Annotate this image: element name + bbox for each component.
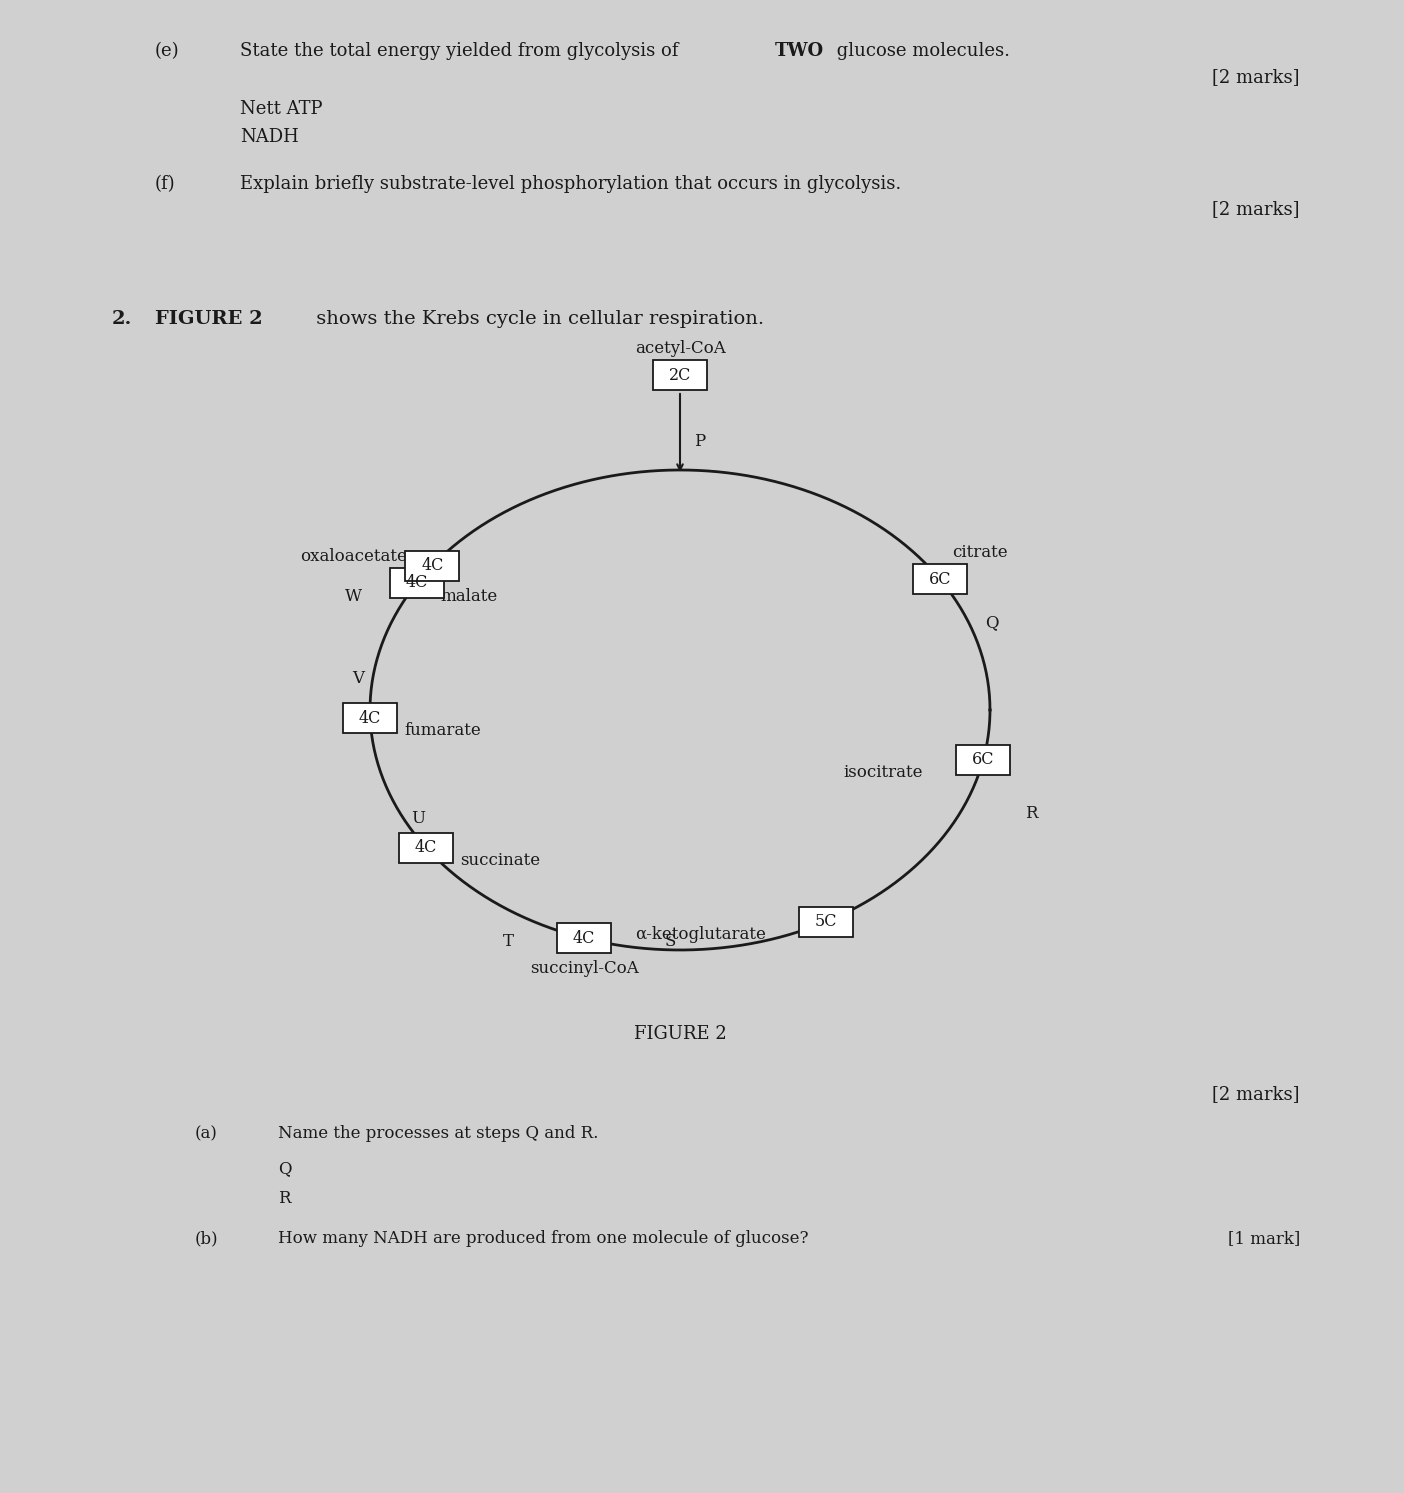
Text: 2.: 2.	[112, 311, 132, 328]
Text: How many NADH are produced from one molecule of glucose?: How many NADH are produced from one mole…	[278, 1230, 809, 1247]
Text: Q: Q	[986, 614, 998, 632]
Text: S: S	[664, 933, 675, 950]
Text: 4C: 4C	[421, 557, 444, 575]
FancyBboxPatch shape	[406, 551, 459, 581]
FancyBboxPatch shape	[557, 923, 611, 953]
Text: T: T	[503, 933, 514, 950]
Text: R: R	[278, 1190, 291, 1206]
Text: U: U	[411, 809, 425, 827]
Text: Q: Q	[278, 1160, 292, 1176]
Text: fumarate: fumarate	[404, 723, 482, 739]
Text: glucose molecules.: glucose molecules.	[831, 42, 1009, 60]
Text: 4C: 4C	[573, 930, 595, 947]
Text: (e): (e)	[154, 42, 180, 60]
FancyBboxPatch shape	[799, 906, 852, 938]
Text: 5C: 5C	[814, 914, 837, 930]
Text: [1 mark]: [1 mark]	[1227, 1230, 1300, 1247]
FancyBboxPatch shape	[913, 564, 967, 594]
Text: (b): (b)	[195, 1230, 219, 1247]
Text: V: V	[352, 670, 364, 687]
FancyBboxPatch shape	[956, 745, 1011, 775]
Text: FIGURE 2: FIGURE 2	[633, 1026, 726, 1044]
Text: (a): (a)	[195, 1126, 218, 1142]
Text: isocitrate: isocitrate	[844, 764, 924, 781]
Text: succinyl-CoA: succinyl-CoA	[529, 960, 639, 978]
Text: R: R	[1025, 805, 1038, 823]
Text: Nett ATP: Nett ATP	[240, 100, 323, 118]
FancyBboxPatch shape	[343, 703, 397, 733]
Text: NADH: NADH	[240, 128, 299, 146]
Text: 2C: 2C	[668, 366, 691, 384]
Text: 6C: 6C	[928, 570, 952, 588]
Text: shows the Krebs cycle in cellular respiration.: shows the Krebs cycle in cellular respir…	[310, 311, 764, 328]
Text: W: W	[345, 588, 362, 605]
Text: oxaloacetate: oxaloacetate	[300, 548, 407, 564]
Text: 4C: 4C	[359, 709, 382, 727]
Text: α-ketoglutarate: α-ketoglutarate	[635, 926, 765, 944]
Text: [2 marks]: [2 marks]	[1213, 1085, 1300, 1103]
Text: [2 marks]: [2 marks]	[1213, 69, 1300, 87]
Text: malate: malate	[441, 588, 497, 605]
Text: Explain briefly substrate-level phosphorylation that occurs in glycolysis.: Explain briefly substrate-level phosphor…	[240, 175, 901, 193]
Text: succinate: succinate	[461, 851, 541, 869]
Text: citrate: citrate	[952, 545, 1008, 561]
FancyBboxPatch shape	[653, 360, 708, 390]
Text: State the total energy yielded from glycolysis of: State the total energy yielded from glyc…	[240, 42, 684, 60]
Text: (f): (f)	[154, 175, 176, 193]
Text: acetyl-CoA: acetyl-CoA	[635, 340, 726, 357]
Text: 4C: 4C	[414, 839, 437, 855]
Text: TWO: TWO	[775, 42, 824, 60]
Text: 4C: 4C	[406, 575, 428, 591]
FancyBboxPatch shape	[390, 567, 444, 597]
Text: 6C: 6C	[972, 751, 994, 769]
FancyBboxPatch shape	[399, 833, 453, 863]
Text: FIGURE 2: FIGURE 2	[154, 311, 263, 328]
Text: Name the processes at steps Q and R.: Name the processes at steps Q and R.	[278, 1126, 598, 1142]
Text: [2 marks]: [2 marks]	[1213, 200, 1300, 218]
Text: P: P	[694, 433, 705, 449]
